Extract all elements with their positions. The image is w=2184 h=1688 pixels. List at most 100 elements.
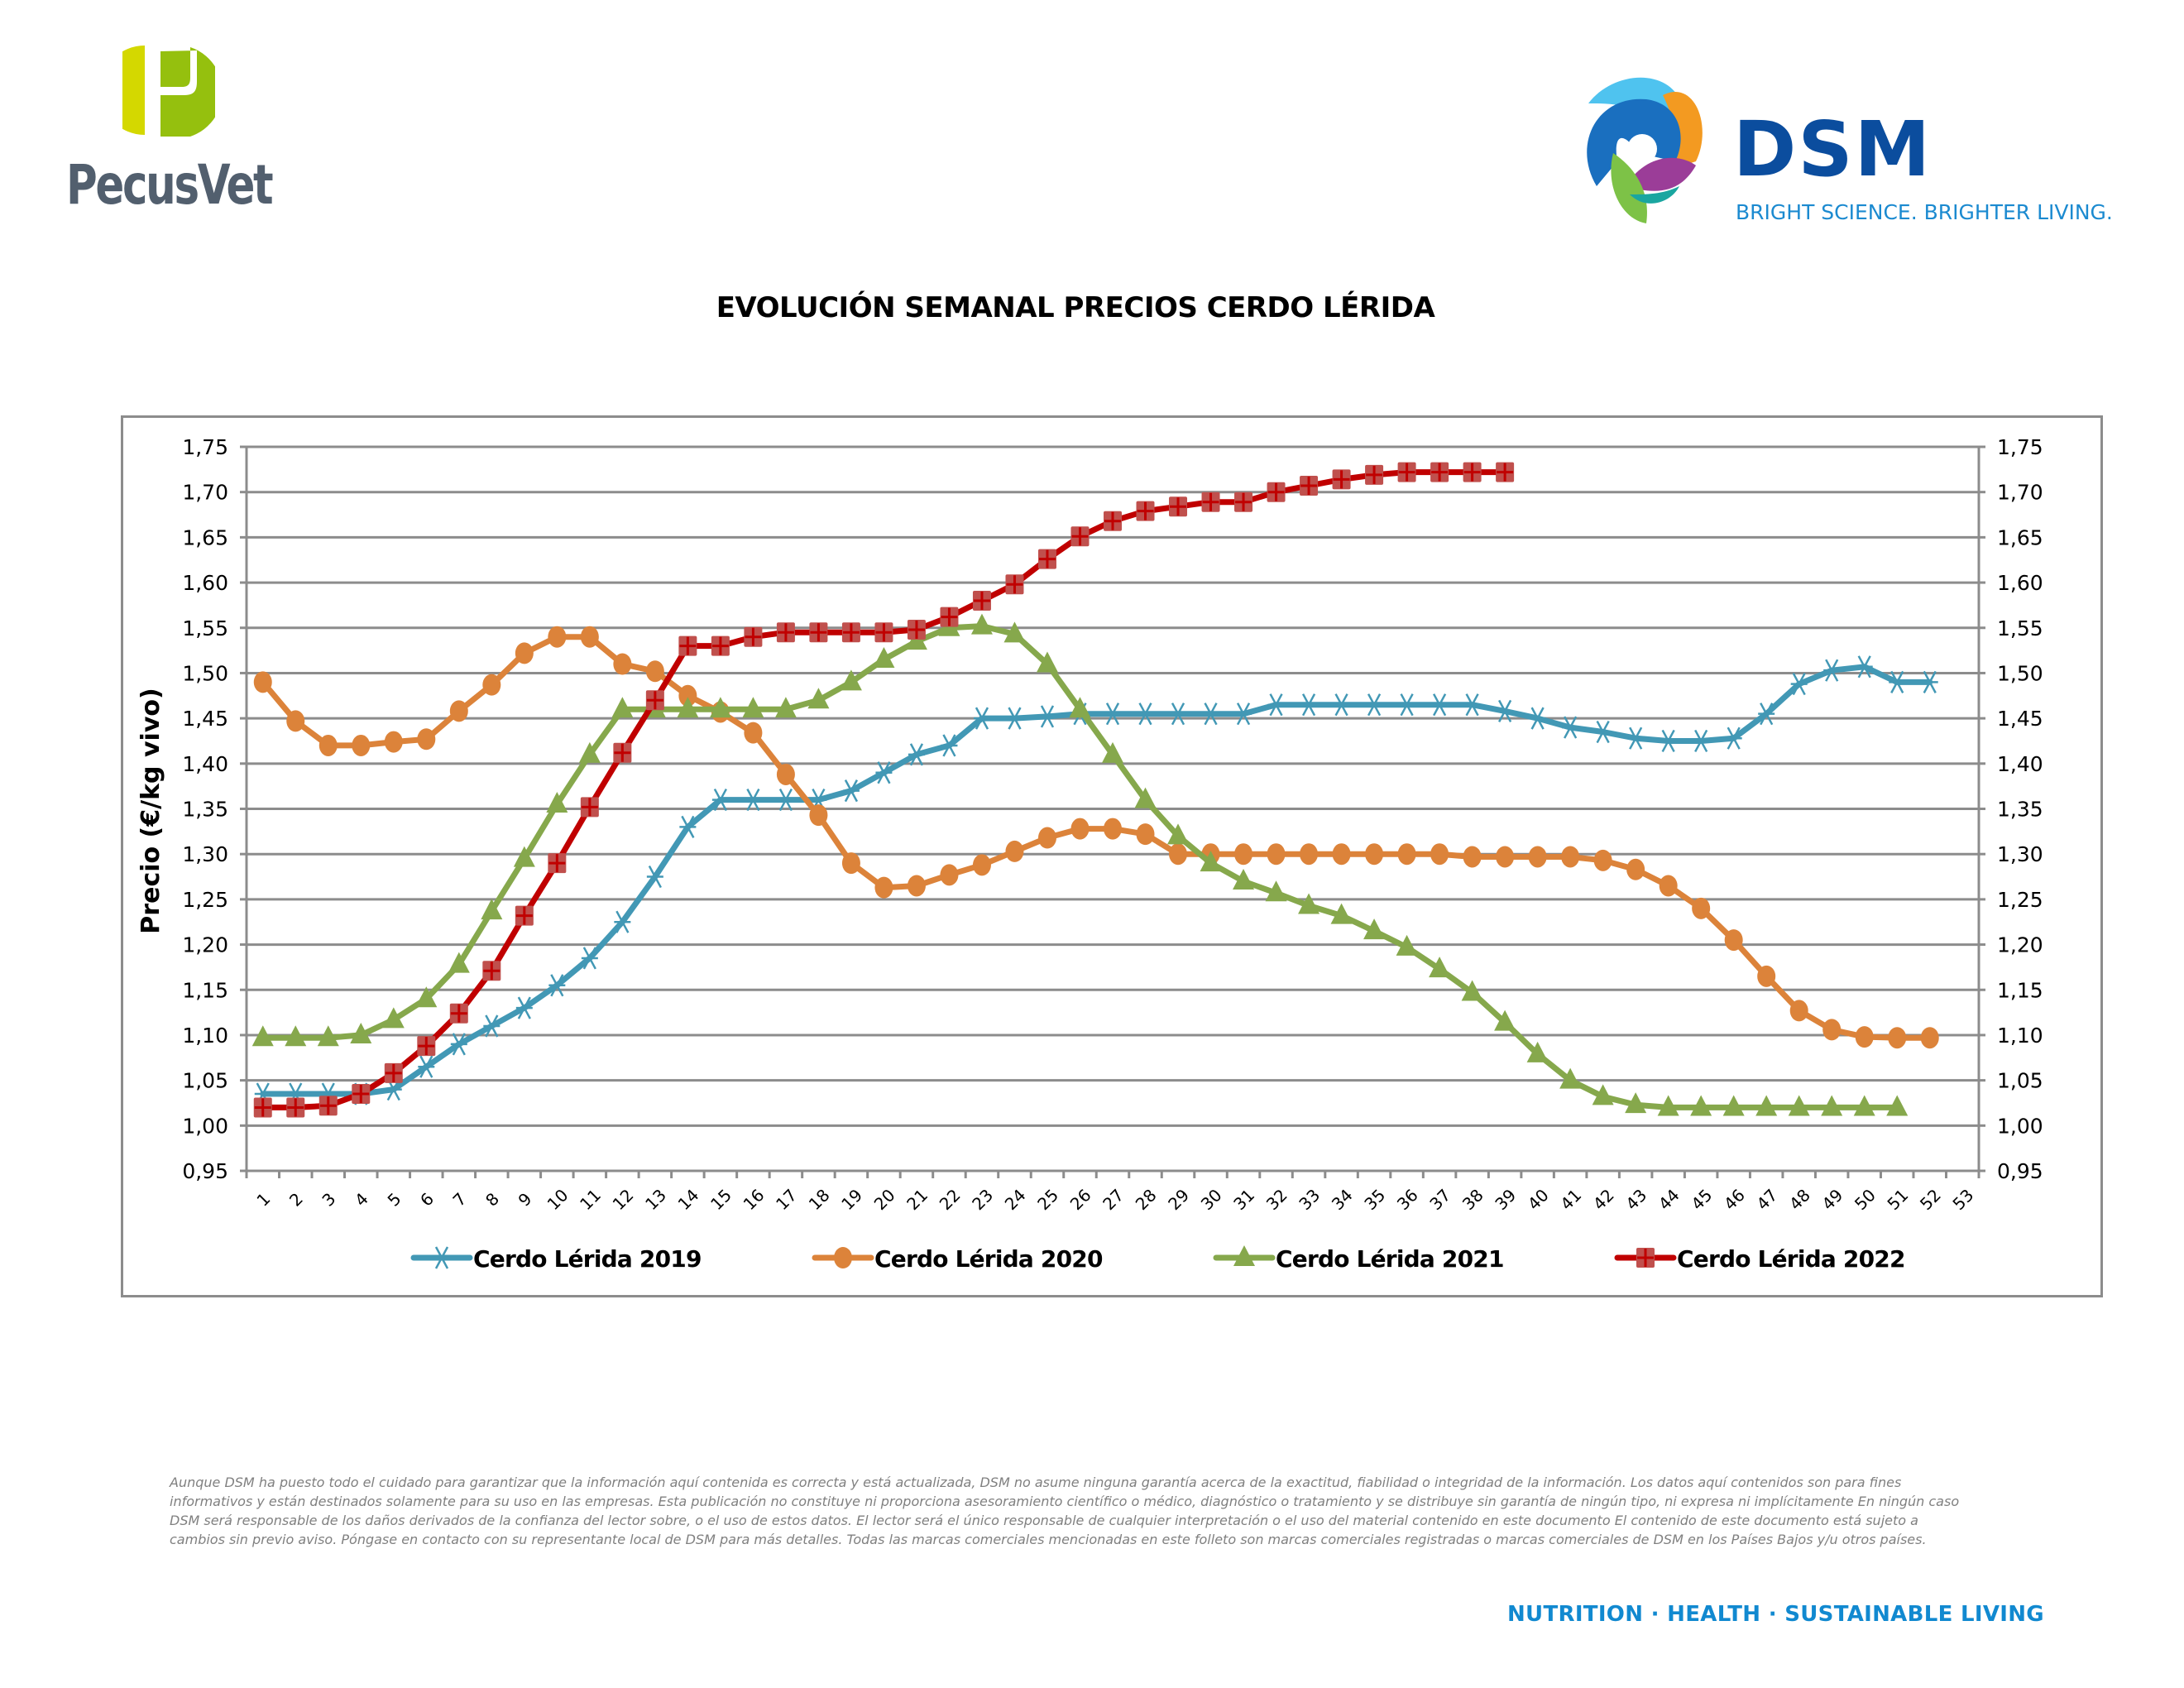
series-cerdo-lerida-2019 bbox=[254, 655, 1938, 1105]
data-point-asterisk bbox=[1627, 727, 1645, 750]
legend-label: Cerdo Lérida 2020 bbox=[874, 1245, 1103, 1273]
y-tick-label-left: 1,70 bbox=[182, 481, 228, 505]
x-tick-label: 42 bbox=[1589, 1185, 1618, 1214]
data-point-circle bbox=[907, 875, 926, 897]
data-point-asterisk bbox=[1594, 720, 1612, 744]
data-point-square-plus bbox=[907, 619, 926, 640]
data-point-asterisk bbox=[1333, 693, 1350, 717]
x-tick-label: 3 bbox=[318, 1189, 339, 1211]
x-tick-label: 2 bbox=[285, 1189, 307, 1211]
data-point-asterisk bbox=[1267, 693, 1285, 717]
data-point-square-plus bbox=[940, 607, 959, 627]
x-tick-label: 1 bbox=[252, 1189, 274, 1211]
data-point-square-plus bbox=[972, 590, 991, 611]
data-point-triangle bbox=[481, 899, 503, 920]
data-point-square-plus bbox=[1169, 496, 1188, 517]
pecusvet-wordmark: PecusVet bbox=[66, 153, 274, 217]
y-tick-label-right: 1,70 bbox=[1997, 481, 2043, 505]
x-tick-label: 9 bbox=[515, 1189, 536, 1211]
data-point-asterisk bbox=[1889, 670, 1906, 693]
data-point-triangle bbox=[1233, 1245, 1255, 1266]
data-point-triangle bbox=[1069, 697, 1091, 718]
data-point-square-plus bbox=[548, 853, 567, 874]
data-point-square-plus bbox=[286, 1097, 305, 1118]
data-point-square-plus bbox=[515, 905, 534, 926]
data-point-asterisk bbox=[483, 1014, 500, 1038]
data-point-circle bbox=[1070, 818, 1090, 840]
data-point-circle bbox=[548, 626, 567, 648]
data-point-triangle bbox=[1886, 1095, 1909, 1116]
data-point-square-plus bbox=[1136, 501, 1155, 521]
data-point-asterisk bbox=[1758, 703, 1775, 726]
data-point-triangle bbox=[1167, 823, 1190, 845]
x-tick-label: 51 bbox=[1883, 1185, 1912, 1214]
x-tick-label: 38 bbox=[1458, 1185, 1487, 1214]
data-point-triangle bbox=[513, 846, 535, 867]
data-point-triangle bbox=[1494, 1009, 1516, 1031]
y-tick-label-right: 1,00 bbox=[1997, 1114, 2043, 1138]
data-point-circle bbox=[1267, 843, 1286, 866]
legend-item: Cerdo Lérida 2021 bbox=[1213, 1245, 1504, 1273]
data-point-square-plus bbox=[1365, 464, 1384, 485]
data-point-triangle bbox=[709, 697, 731, 718]
data-point-circle bbox=[1692, 897, 1711, 919]
data-point-triangle bbox=[350, 1022, 372, 1043]
data-point-circle bbox=[286, 710, 305, 732]
dsm-swirl-icon bbox=[1587, 77, 1703, 223]
y-tick-label-right: 1,05 bbox=[1997, 1069, 2043, 1093]
dsm-wordmark: DSM bbox=[1733, 105, 1933, 194]
y-tick-label-right: 1,25 bbox=[1997, 888, 2043, 912]
y-tick-label-left: 1,20 bbox=[182, 933, 228, 957]
data-point-triangle bbox=[1298, 893, 1320, 914]
legend-item: Cerdo Lérida 2022 bbox=[1614, 1245, 1905, 1273]
data-point-circle bbox=[384, 731, 403, 753]
data-point-square-plus bbox=[318, 1096, 338, 1116]
series-layer bbox=[251, 462, 1939, 1118]
data-point-asterisk bbox=[1038, 705, 1056, 728]
data-point-circle bbox=[1920, 1027, 1939, 1049]
x-tick-label: 41 bbox=[1556, 1185, 1585, 1214]
x-tick-label: 27 bbox=[1099, 1185, 1128, 1214]
data-point-square-plus bbox=[1397, 462, 1416, 482]
x-tick-label: 43 bbox=[1621, 1185, 1650, 1214]
data-point-asterisk bbox=[1497, 699, 1514, 722]
data-point-triangle bbox=[1003, 621, 1026, 643]
data-point-circle bbox=[1234, 843, 1253, 866]
data-point-circle bbox=[645, 660, 664, 683]
data-point-triangle bbox=[1396, 934, 1418, 956]
data-point-asterisk bbox=[1693, 729, 1710, 753]
y-tick-label-left: 1,65 bbox=[182, 525, 228, 549]
data-point-circle bbox=[1528, 846, 1547, 868]
data-point-triangle bbox=[1461, 980, 1483, 1001]
data-point-asterisk bbox=[745, 788, 762, 812]
x-tick-label: 52 bbox=[1916, 1185, 1945, 1214]
data-point-asterisk bbox=[433, 1246, 450, 1269]
series-line bbox=[260, 469, 1508, 1110]
data-point-asterisk bbox=[941, 734, 958, 757]
data-point-asterisk bbox=[1170, 703, 1187, 726]
y-tick-label-right: 1,60 bbox=[1997, 571, 2043, 595]
data-point-asterisk bbox=[777, 788, 794, 812]
y-axis-title: Precio (€/kg vivo) bbox=[136, 688, 165, 933]
x-tick-label: 11 bbox=[576, 1185, 605, 1214]
x-tick-label: 48 bbox=[1785, 1185, 1814, 1214]
data-point-square-plus bbox=[1300, 476, 1319, 496]
data-point-circle bbox=[1724, 929, 1743, 952]
data-point-circle bbox=[1757, 965, 1776, 987]
chart-frame bbox=[121, 415, 2103, 1297]
x-tick-label: 39 bbox=[1491, 1185, 1520, 1214]
data-point-circle bbox=[1822, 1019, 1842, 1041]
legend-item: Cerdo Lérida 2019 bbox=[410, 1245, 702, 1273]
data-point-asterisk bbox=[1137, 703, 1154, 726]
data-point-circle bbox=[352, 734, 371, 756]
data-point-circle bbox=[1169, 843, 1188, 866]
y-tick-label-right: 1,50 bbox=[1997, 661, 2043, 685]
x-tick-label: 6 bbox=[416, 1189, 438, 1211]
data-point-circle bbox=[1104, 818, 1122, 840]
y-tick-label-left: 1,30 bbox=[182, 842, 228, 866]
x-tick-label: 5 bbox=[384, 1189, 405, 1211]
data-point-triangle bbox=[1690, 1095, 1712, 1116]
data-point-circle bbox=[1397, 843, 1416, 866]
data-point-asterisk bbox=[1235, 703, 1252, 726]
